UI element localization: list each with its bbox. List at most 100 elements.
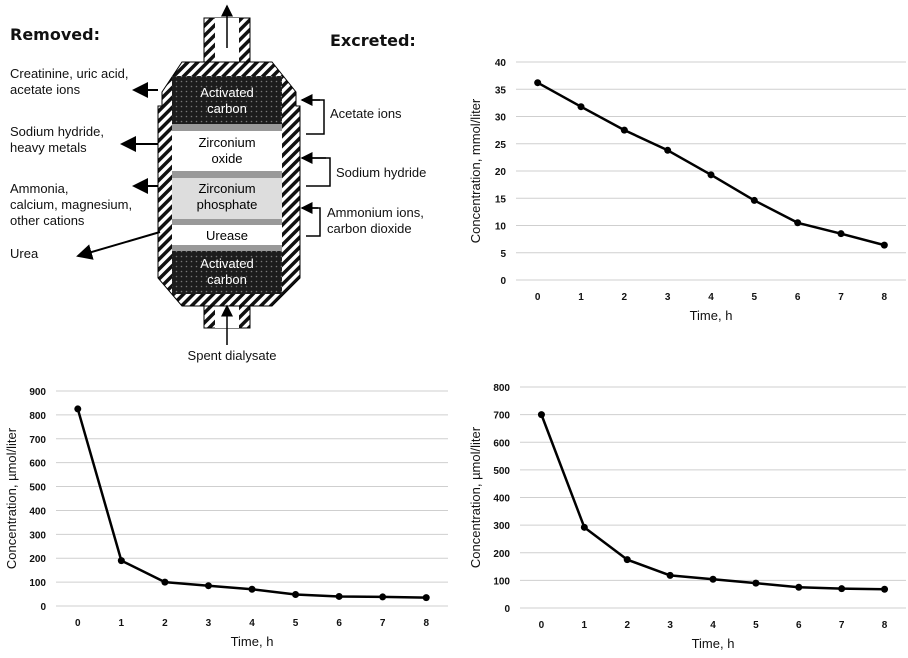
y-tick-label: 400 bbox=[493, 494, 510, 505]
data-line bbox=[538, 83, 885, 245]
data-point bbox=[161, 579, 168, 586]
x-tick-label: 4 bbox=[710, 620, 716, 631]
x-tick-label: 1 bbox=[119, 618, 125, 629]
data-point bbox=[838, 585, 845, 592]
data-point bbox=[118, 557, 125, 564]
separator bbox=[172, 171, 282, 178]
excreted-bracket bbox=[302, 100, 324, 134]
x-tick-label: 2 bbox=[624, 620, 630, 631]
removed-label: Ammonia,calcium, magnesium,other cations bbox=[10, 181, 132, 228]
data-point bbox=[336, 593, 343, 600]
x-tick-label: 3 bbox=[665, 292, 671, 303]
y-tick-label: 300 bbox=[493, 521, 510, 532]
figure: Removed: Excreted: Activatedcarbon Zirco… bbox=[0, 0, 908, 658]
y-tick-label: 20 bbox=[495, 167, 507, 178]
data-point bbox=[667, 572, 674, 579]
x-tick-label: 2 bbox=[162, 618, 168, 629]
x-axis-label: Time, h bbox=[690, 308, 733, 323]
excreted-label: Acetate ions bbox=[330, 106, 402, 121]
x-tick-label: 6 bbox=[796, 620, 802, 631]
data-point bbox=[794, 219, 801, 226]
x-tick-label: 7 bbox=[839, 620, 845, 631]
x-tick-label: 8 bbox=[882, 292, 888, 303]
data-point bbox=[249, 586, 256, 593]
data-point bbox=[581, 524, 588, 531]
x-axis-label: Time, h bbox=[231, 634, 274, 649]
data-point bbox=[624, 556, 631, 563]
x-tick-label: 0 bbox=[539, 620, 545, 631]
data-point bbox=[664, 147, 671, 154]
data-point bbox=[710, 576, 717, 583]
x-tick-label: 7 bbox=[838, 292, 844, 303]
y-tick-label: 25 bbox=[495, 140, 507, 151]
y-tick-label: 500 bbox=[29, 483, 46, 494]
y-tick-label: 10 bbox=[495, 222, 507, 233]
data-point bbox=[881, 242, 888, 249]
y-tick-label: 0 bbox=[40, 602, 46, 613]
layer-label: Activatedcarbon bbox=[200, 256, 253, 287]
x-tick-label: 2 bbox=[622, 292, 628, 303]
excreted-heading: Excreted: bbox=[330, 31, 416, 50]
x-tick-label: 6 bbox=[795, 292, 801, 303]
y-tick-label: 15 bbox=[495, 194, 507, 205]
y-tick-label: 400 bbox=[29, 506, 46, 517]
x-tick-label: 4 bbox=[708, 292, 714, 303]
data-point bbox=[621, 127, 628, 134]
x-tick-label: 1 bbox=[582, 620, 588, 631]
data-line bbox=[78, 409, 426, 598]
removed-label: Urea bbox=[10, 246, 39, 261]
data-point bbox=[292, 591, 299, 598]
data-point bbox=[752, 580, 759, 587]
x-tick-label: 5 bbox=[752, 292, 758, 303]
data-point bbox=[795, 584, 802, 591]
x-tick-label: 7 bbox=[380, 618, 386, 629]
data-point bbox=[423, 594, 430, 601]
x-tick-label: 0 bbox=[535, 292, 541, 303]
x-tick-label: 5 bbox=[753, 620, 759, 631]
y-tick-label: 100 bbox=[493, 576, 510, 587]
y-tick-label: 35 bbox=[495, 85, 507, 96]
x-tick-label: 5 bbox=[293, 618, 299, 629]
removed-label: Sodium hydride,heavy metals bbox=[10, 124, 104, 155]
y-tick-label: 500 bbox=[493, 466, 510, 477]
excreted-label: Sodium hydride bbox=[336, 165, 426, 180]
excreted-bracket bbox=[302, 158, 330, 186]
excreted-bracket bbox=[302, 208, 320, 236]
layer-label: Urease bbox=[206, 228, 248, 243]
x-axis-label: Time, h bbox=[692, 636, 735, 651]
excreted-label: Ammonium ions,carbon dioxide bbox=[327, 205, 424, 236]
y-tick-label: 600 bbox=[29, 459, 46, 470]
x-tick-label: 8 bbox=[423, 618, 429, 629]
separator bbox=[172, 245, 282, 251]
x-tick-label: 8 bbox=[882, 620, 888, 631]
separator bbox=[172, 219, 282, 225]
y-tick-label: 0 bbox=[500, 276, 506, 287]
y-tick-label: 800 bbox=[493, 383, 510, 394]
inlet-label: Spent dialysate bbox=[188, 348, 277, 363]
data-point bbox=[751, 197, 758, 204]
y-tick-label: 800 bbox=[29, 411, 46, 422]
x-tick-label: 0 bbox=[75, 618, 81, 629]
y-tick-label: 30 bbox=[495, 113, 507, 124]
data-line bbox=[541, 415, 884, 590]
y-tick-label: 700 bbox=[29, 435, 46, 446]
y-tick-label: 40 bbox=[495, 58, 507, 69]
y-tick-label: 5 bbox=[500, 249, 506, 260]
y-axis-label: Concentration, mmol/liter bbox=[468, 98, 483, 243]
data-point bbox=[708, 171, 715, 178]
data-point bbox=[578, 103, 585, 110]
y-axis-label: Concentration, µmol/liter bbox=[468, 426, 483, 568]
data-point bbox=[534, 79, 541, 86]
x-tick-label: 3 bbox=[667, 620, 673, 631]
y-tick-label: 700 bbox=[493, 411, 510, 422]
layer-carbon bbox=[172, 76, 282, 124]
x-tick-label: 4 bbox=[249, 618, 255, 629]
y-tick-label: 300 bbox=[29, 530, 46, 541]
x-tick-label: 6 bbox=[336, 618, 342, 629]
y-axis-label: Concentration, µmol/liter bbox=[4, 427, 19, 569]
y-tick-label: 900 bbox=[29, 387, 46, 398]
y-tick-label: 200 bbox=[493, 549, 510, 560]
y-tick-label: 200 bbox=[29, 554, 46, 565]
